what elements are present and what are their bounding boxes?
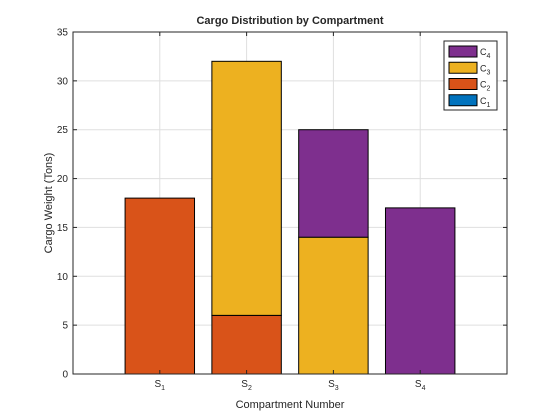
x-tick-label-s4: S4 bbox=[415, 379, 426, 392]
legend-label-c2-subscript: 2 bbox=[487, 86, 491, 93]
y-tick-label: 30 bbox=[57, 76, 69, 87]
legend-label-c3-subscript: 3 bbox=[487, 69, 491, 76]
chart-title: Cargo Distribution by Compartment bbox=[196, 15, 383, 27]
legend-label-c1-base: C bbox=[480, 96, 487, 106]
x-axis-label: Compartment Number bbox=[236, 399, 345, 411]
x-tick-label-s1-subscript: 1 bbox=[161, 385, 165, 392]
legend-label-c1-subscript: 1 bbox=[487, 102, 491, 109]
bar-segment-s3-c3 bbox=[298, 236, 369, 375]
legend-label-c4: C4 bbox=[480, 47, 491, 60]
x-tick-label-s2-base: S bbox=[241, 379, 248, 390]
x-tick-label-s4-subscript: 4 bbox=[422, 385, 426, 392]
legend-label-c3-base: C bbox=[480, 63, 487, 73]
legend-label-c4-subscript: 4 bbox=[487, 53, 491, 60]
bar-segment-s1-c2 bbox=[124, 197, 196, 375]
y-tick-label: 20 bbox=[57, 174, 69, 185]
x-tick-label-s4-base: S bbox=[415, 379, 422, 390]
y-tick-label: 10 bbox=[57, 272, 69, 283]
y-tick-label: 15 bbox=[57, 223, 69, 234]
y-axis-label: Cargo Weight (Tons) bbox=[43, 153, 55, 254]
x-tick-label-s3-subscript: 3 bbox=[335, 385, 339, 392]
x-tick-label-s1-base: S bbox=[155, 379, 162, 390]
y-tick-label: 25 bbox=[57, 125, 69, 136]
bar-segment-s2-c2 bbox=[211, 314, 282, 375]
bar-segment-s4-c4 bbox=[384, 207, 456, 375]
bar-segment-s3-c4 bbox=[298, 129, 369, 238]
legend-label-c4-base: C bbox=[480, 47, 487, 57]
legend-swatch-c3 bbox=[448, 61, 478, 74]
legend-label-c1: C1 bbox=[480, 96, 491, 109]
legend-label-c2: C2 bbox=[480, 80, 491, 93]
x-tick-label-s2: S2 bbox=[241, 379, 252, 392]
y-tick-label: 5 bbox=[62, 321, 68, 332]
x-tick-label-s3-base: S bbox=[328, 379, 335, 390]
legend-swatch-c2 bbox=[448, 78, 478, 90]
legend-swatch-c4 bbox=[448, 45, 478, 58]
legend-swatch-c1 bbox=[448, 94, 478, 107]
legend-label-c3: C3 bbox=[480, 63, 491, 76]
y-tick-label: 35 bbox=[57, 28, 69, 39]
x-tick-label-s2-subscript: 2 bbox=[248, 385, 252, 392]
x-tick-label-s3: S3 bbox=[328, 379, 339, 392]
bar-layer bbox=[124, 60, 456, 375]
bar-segment-s2-c3 bbox=[211, 60, 282, 316]
x-tick-label-s1: S1 bbox=[155, 379, 166, 392]
legend-label-c2-base: C bbox=[480, 80, 487, 90]
axes-box bbox=[72, 31, 508, 375]
y-tick-label: 0 bbox=[62, 370, 68, 381]
